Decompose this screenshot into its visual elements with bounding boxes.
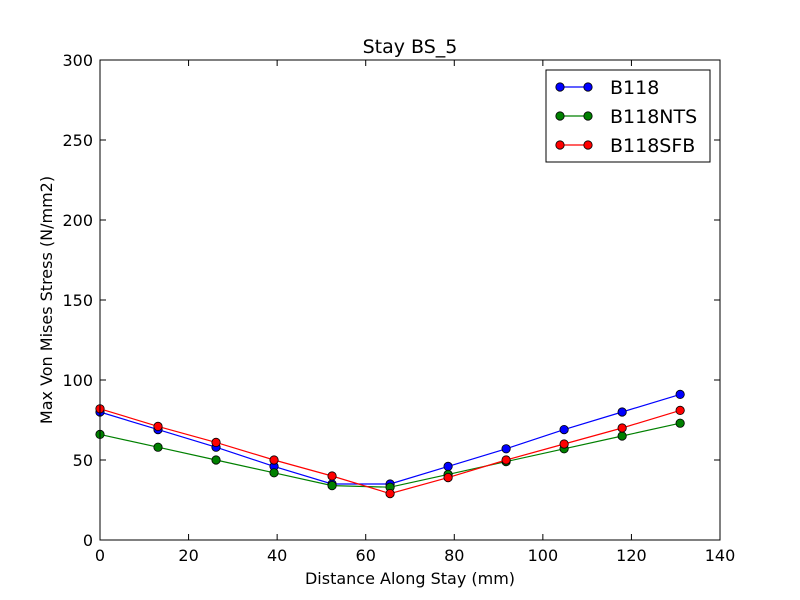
legend: B118 B118NTS B118SFB bbox=[545, 69, 711, 163]
data-point-b118sfb bbox=[153, 421, 163, 431]
y-tick-label: 150 bbox=[62, 291, 93, 310]
x-tick-label: 60 bbox=[356, 546, 376, 565]
data-point-b118sfb bbox=[327, 471, 337, 481]
legend-marker bbox=[555, 82, 565, 92]
x-tick-label: 20 bbox=[178, 546, 198, 565]
chart-title: Stay BS_5 bbox=[363, 36, 458, 58]
y-tick-label: 100 bbox=[62, 371, 93, 390]
x-tick-label: 40 bbox=[267, 546, 287, 565]
y-tick-label: 200 bbox=[62, 211, 93, 230]
y-tick-label: 50 bbox=[73, 451, 93, 470]
data-point-b118sfb bbox=[675, 405, 685, 415]
data-point-b118sfb bbox=[617, 423, 627, 433]
data-point-b118sfb bbox=[269, 455, 279, 465]
x-tick-label: 120 bbox=[616, 546, 647, 565]
data-point-b118 bbox=[501, 444, 511, 454]
data-point-b118sfb bbox=[385, 488, 395, 499]
data-point-b118nts bbox=[675, 418, 685, 428]
legend-marker bbox=[583, 82, 593, 92]
data-point-b118sfb bbox=[443, 472, 453, 483]
data-point-b118 bbox=[559, 424, 569, 435]
y-tick-label: 300 bbox=[62, 51, 93, 70]
y-tick-label: 0 bbox=[83, 531, 93, 550]
data-point-b118 bbox=[675, 389, 685, 399]
x-axis: 0 20 40 60 80 100 120 140 bbox=[95, 60, 735, 565]
x-tick-label: 0 bbox=[95, 546, 105, 565]
x-tick-label: 100 bbox=[528, 546, 559, 565]
legend-label: B118 bbox=[610, 77, 659, 99]
x-axis-label: Distance Along Stay (mm) bbox=[305, 569, 515, 588]
data-point-b118sfb bbox=[501, 455, 511, 465]
data-point-b118 bbox=[443, 461, 453, 471]
data-point-b118nts bbox=[269, 468, 279, 478]
data-point-b118sfb bbox=[211, 437, 221, 447]
legend-marker bbox=[583, 111, 593, 121]
legend-marker bbox=[555, 140, 565, 150]
y-axis-label: Max Von Mises Stress (N/mm2) bbox=[37, 176, 56, 424]
series-line-b118 bbox=[99, 393, 681, 485]
data-point-b118nts bbox=[327, 480, 337, 491]
series-layer bbox=[95, 389, 685, 499]
data-point-b118nts bbox=[153, 442, 163, 452]
data-point-b118 bbox=[617, 407, 627, 417]
data-point-b118nts bbox=[211, 455, 221, 465]
legend-label: B118NTS bbox=[610, 106, 697, 128]
series-line-b118nts bbox=[99, 422, 681, 488]
data-point-b118nts bbox=[617, 431, 627, 441]
x-tick-label: 80 bbox=[444, 546, 464, 565]
legend-marker bbox=[555, 111, 565, 121]
legend-marker bbox=[583, 140, 593, 150]
y-tick-label: 250 bbox=[62, 131, 93, 150]
y-axis: 0 50 100 150 200 250 300 bbox=[62, 51, 720, 550]
data-point-b118sfb bbox=[559, 439, 569, 449]
legend-label: B118SFB bbox=[610, 135, 695, 157]
x-tick-label: 140 bbox=[705, 546, 736, 565]
